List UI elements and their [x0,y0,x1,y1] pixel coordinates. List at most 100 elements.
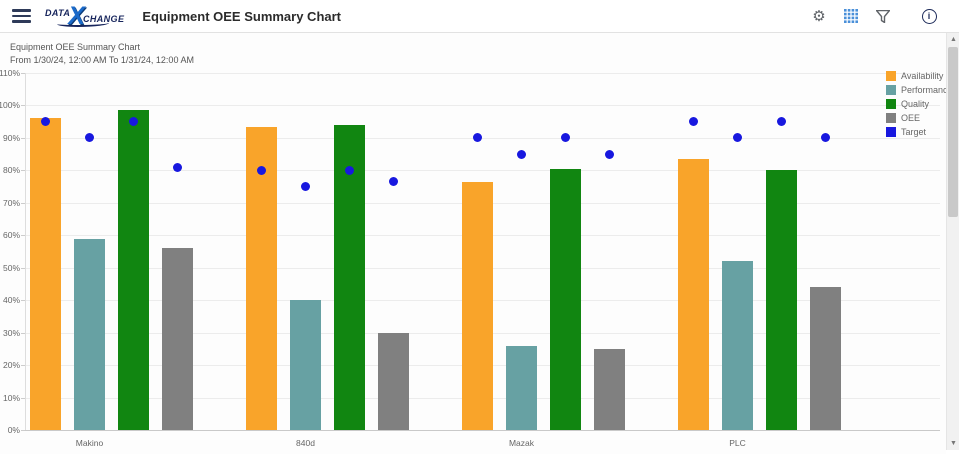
dataxchange-logo: DATA X CHANGE [45,1,124,31]
target-dot-mazak-performance[interactable] [517,149,526,159]
legend-swatch-availability [886,71,896,81]
target-dot-plc-performance[interactable] [733,133,742,143]
target-dot-mazak-quality[interactable] [561,133,570,143]
x-axis-label-makino: Makino [75,438,104,448]
logo-text-post: CHANGE [82,14,125,24]
chart-title: Equipment OEE Summary Chart [10,42,141,52]
y-axis-tick [21,397,25,399]
bar-availability-makino[interactable] [30,118,61,430]
y-axis-tick [21,300,25,302]
y-axis-label: 50% [2,262,20,273]
menu-hamburger-icon[interactable] [12,9,32,23]
info-button[interactable]: i [915,2,943,30]
grid-icon [844,9,858,23]
bar-availability-mazak[interactable] [462,181,493,430]
legend-item-oee[interactable]: OEE [886,111,953,125]
gridline [25,137,940,139]
target-dot-plc-oee[interactable] [821,133,830,143]
y-axis-label: 10% [2,392,20,403]
chart-title-block: Equipment OEE Summary Chart From 1/30/24… [10,41,194,67]
bar-availability-840d[interactable] [246,126,277,430]
gridline [25,170,940,172]
y-axis-tick [21,332,25,334]
scroll-up-icon[interactable]: ▲ [950,36,957,43]
bar-availability-plc[interactable] [678,159,709,430]
y-axis-tick [21,365,25,367]
funnel-icon [876,9,890,23]
logo-x: X [68,1,85,30]
header-bar: DATA X CHANGE Equipment OEE Summary Char… [0,0,959,33]
y-axis-label: 100% [0,100,20,111]
y-axis-label: 110% [0,68,20,78]
grid-view-button[interactable] [837,2,865,30]
y-axis-tick [21,235,25,237]
legend-label: Performance [901,85,953,95]
chart-subtitle: From 1/30/24, 12:00 AM To 1/31/24, 12:00… [10,55,194,66]
target-dot-makino-oee[interactable] [173,162,182,172]
bar-performance-840d[interactable] [290,300,321,430]
scrollbar-thumb[interactable] [948,47,958,217]
legend-swatch-oee [886,113,896,123]
x-axis-label-840d: 840d [296,438,315,448]
target-dot-makino-quality[interactable] [129,117,138,127]
y-axis-label: 40% [2,295,20,306]
y-axis-tick [21,105,25,107]
y-axis-tick [21,73,25,74]
target-dot-840d-performance[interactable] [301,182,310,192]
info-icon: i [921,8,937,24]
legend-label: Availability [901,71,944,81]
bar-quality-plc[interactable] [766,170,797,430]
legend-item-availability[interactable]: Availability [886,69,953,83]
target-dot-plc-quality[interactable] [777,117,786,127]
bar-performance-mazak[interactable] [506,345,537,430]
logo-text-pre: DATA [45,8,71,18]
bar-performance-makino[interactable] [74,238,105,430]
y-axis-label: 0% [7,425,20,435]
bar-quality-840d[interactable] [334,124,365,430]
x-axis-label-mazak: Mazak [508,438,535,448]
y-axis-label: 80% [2,165,20,176]
legend-item-quality[interactable]: Quality [886,97,953,111]
bar-oee-makino[interactable] [162,248,193,430]
bar-oee-mazak[interactable] [594,348,625,430]
target-dot-840d-availability[interactable] [257,165,266,175]
x-axis-label-plc: PLC [729,438,746,448]
bar-oee-plc[interactable] [810,287,841,430]
chart-legend: Availability Performance Quality OEE Target [886,69,953,139]
target-dot-plc-availability[interactable] [689,117,698,127]
legend-item-target[interactable]: Target [886,125,953,139]
filter-button[interactable] [869,2,897,30]
bar-performance-plc[interactable] [722,261,753,430]
legend-swatch-quality [886,99,896,109]
y-axis-tick [21,170,25,172]
bar-quality-makino[interactable] [118,110,149,430]
y-axis-tick [21,430,25,431]
legend-label: OEE [901,113,921,123]
vertical-scrollbar[interactable]: ▲ ▼ [946,33,959,450]
target-dot-mazak-oee[interactable] [605,149,614,159]
legend-swatch-target [886,127,896,137]
target-dot-840d-quality[interactable] [345,165,354,175]
y-axis-label: 30% [2,327,20,338]
target-dot-makino-performance[interactable] [85,133,94,143]
target-dot-makino-availability[interactable] [41,117,50,127]
settings-button[interactable]: ⚙ [805,2,833,30]
y-axis-label: 20% [2,360,20,371]
gear-icon: ⚙ [812,7,826,25]
x-axis-line [25,430,940,431]
gridline [25,73,940,74]
y-axis-line [25,73,26,430]
y-axis-label: 60% [2,230,20,241]
page-title: Equipment OEE Summary Chart [142,8,342,24]
legend-label: Quality [901,99,930,109]
target-dot-840d-oee[interactable] [389,177,398,187]
legend-item-performance[interactable]: Performance [886,83,953,97]
bar-oee-840d[interactable] [378,332,409,430]
y-axis-tick [21,137,25,139]
y-axis-tick [21,267,25,269]
scroll-down-icon[interactable]: ▼ [950,440,957,447]
bar-quality-mazak[interactable] [550,168,581,430]
target-dot-mazak-availability[interactable] [473,133,482,143]
legend-swatch-performance [886,85,896,95]
